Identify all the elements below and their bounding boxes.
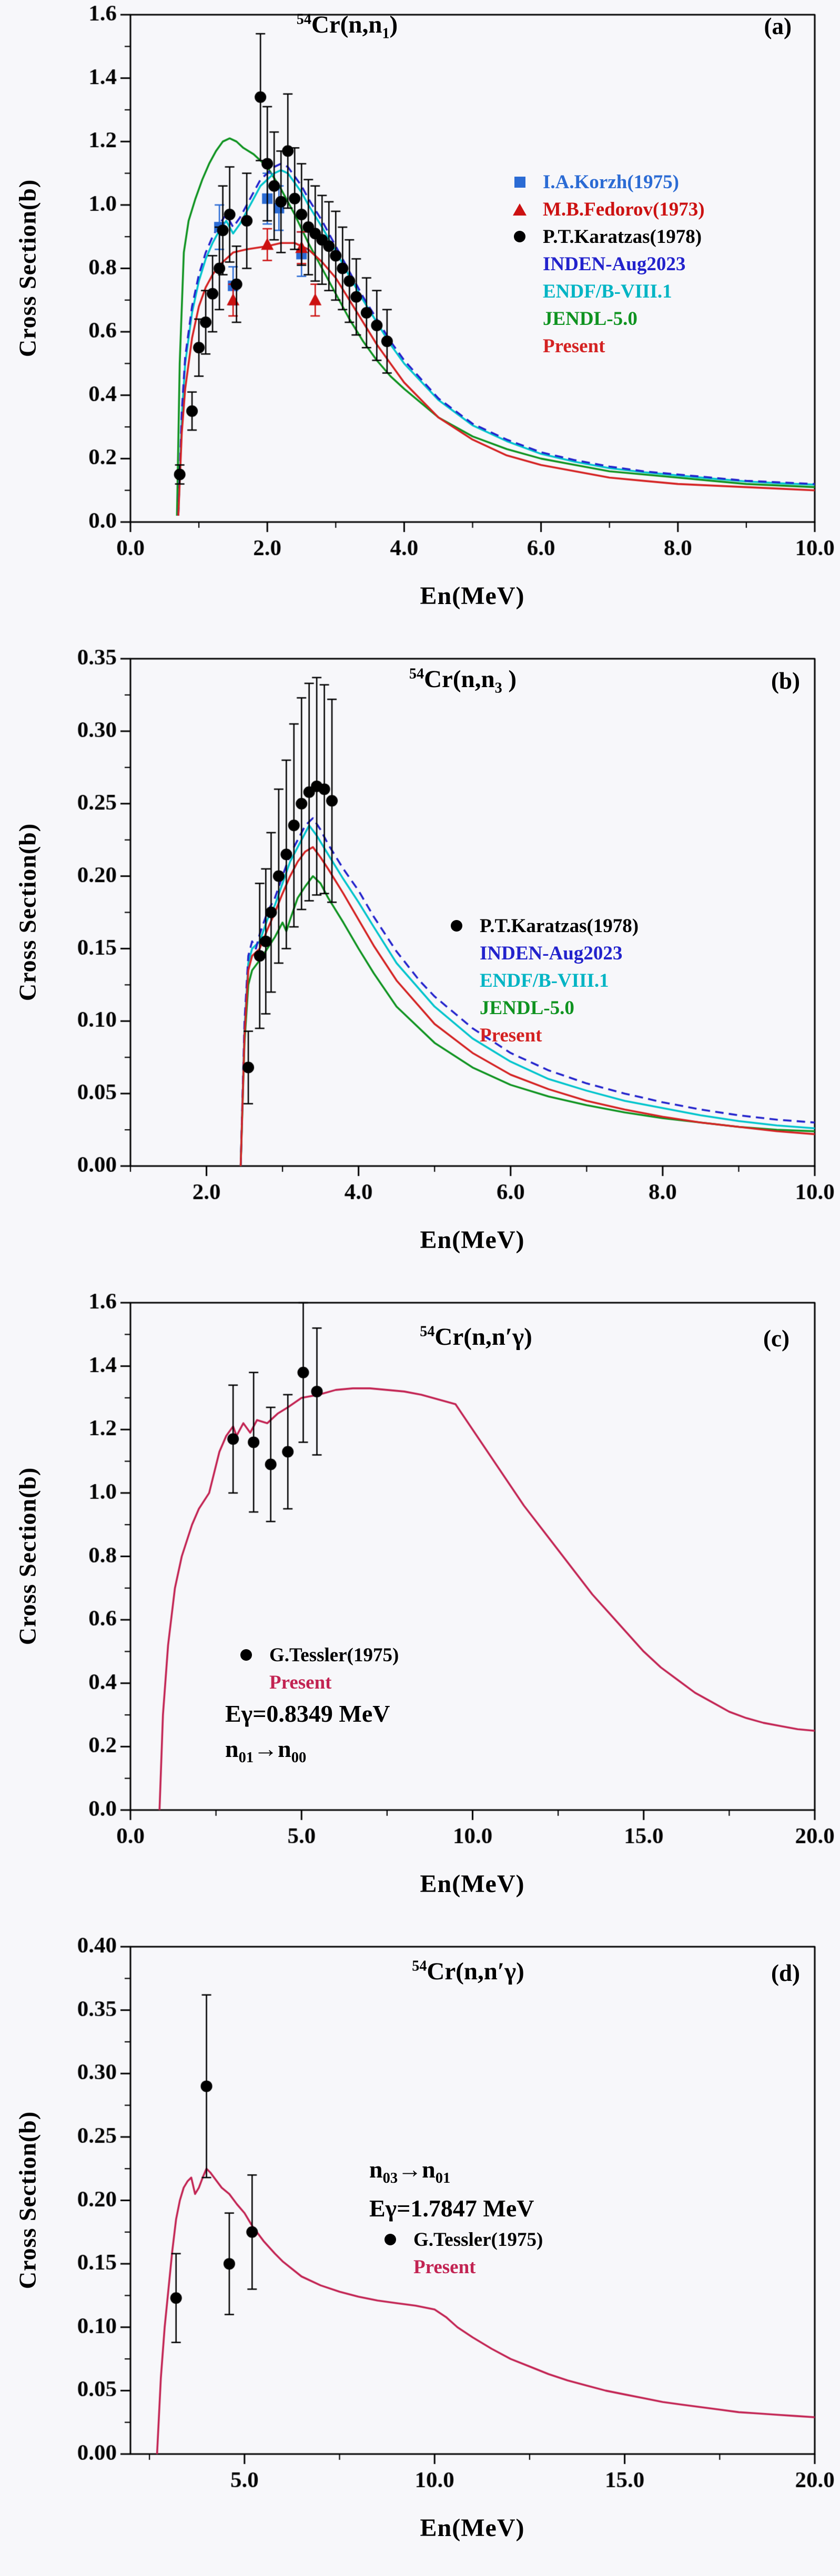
x-axis-label: En(MeV) [420,2514,525,2542]
legend-item: Present [499,332,705,360]
chart-panel-b: Cross Section(b) En(MeV) 54Cr(n,n3 ) (b)… [0,644,840,1288]
annotation-segment: 03 [382,2170,398,2187]
title-main: Cr(n,n [424,666,495,693]
chart-panel-c: Cross Section(b) En(MeV) 54Cr(n,n′γ) (c)… [0,1288,840,1932]
annotation-segment: →n [254,1735,291,1762]
legend-label: ENDF/B-VIII.1 [543,280,672,302]
legend-label: JENDL-5.0 [543,308,637,330]
y-axis-label: Cross Section(b) [14,1467,41,1645]
legend-marker-cell [499,176,541,188]
circle-marker-icon [384,2234,396,2246]
legend-item: M.B.Fedorov(1973) [499,196,705,223]
annotation: Eγ=0.8349 MeV [225,1696,399,1731]
annotation: n03→n01 [369,2152,543,2191]
panel-label: (b) [771,668,800,694]
y-axis-label: Cross Section(b) [14,179,41,357]
legend-item: Present [225,1669,399,1696]
annotation-segment: 01 [435,2170,451,2187]
legend-item: P.T.Karatzas(1978) [499,223,705,250]
legend-item: INDEN-Aug2023 [499,250,705,278]
title-main: Cr(n,n′γ) [434,1323,532,1351]
chart-panel-a: Cross Section(b) En(MeV) 54Cr(n,n1) (a) … [0,0,840,644]
chart-title: 54Cr(n,n3 ) [409,665,517,697]
annotation-segment: Eγ=0.8349 MeV [225,1700,390,1727]
legend: I.A.Korzh(1975) M.B.Fedorov(1973) P.T.Kara… [499,168,705,360]
circle-marker-icon [240,1649,252,1661]
title-superscript: 54 [412,1958,427,1975]
legend-label: G.Tessler(1975) [413,2229,543,2251]
legend-marker-cell [499,231,541,242]
legend-label: Present [269,1671,332,1693]
x-axis-label: En(MeV) [420,582,525,610]
title-main: Cr(n,n′γ) [427,1958,524,1985]
x-axis-label: En(MeV) [420,1226,525,1254]
annotation-segment: 00 [291,1750,307,1766]
plot-canvas-d [0,1932,840,2576]
triangle-marker-icon [513,203,527,216]
legend-item: G.Tessler(1975) [369,2226,543,2253]
chart-title: 54Cr(n,n′γ) [420,1323,532,1354]
legend-item: Present [436,1021,639,1049]
chart-title: 54Cr(n,n1) [297,11,398,42]
legend-item: ENDF/B-VIII.1 [436,967,639,994]
plot-canvas-a [0,0,840,644]
title-subscript: 1 [382,25,390,42]
legend-item: ENDF/B-VIII.1 [499,278,705,305]
legend-label: M.B.Fedorov(1973) [543,198,705,220]
annotation-segment: 01 [238,1750,254,1766]
panel-label: (d) [771,1960,800,1986]
title-superscript: 54 [296,11,311,28]
legend-label: G.Tessler(1975) [269,1644,399,1666]
title-main: Cr(n,n [311,11,382,38]
legend-label: Present [413,2256,476,2278]
title-superscript: 54 [420,1323,435,1340]
legend-label: ENDF/B-VIII.1 [480,969,609,991]
panel-label: (a) [764,13,792,39]
legend-label: JENDL-5.0 [480,997,574,1019]
legend-label: Present [543,335,605,357]
annotation: n01→n00 [225,1731,399,1770]
legend-item: P.T.Karatzas(1978) [436,912,639,939]
legend-marker-cell [499,203,541,216]
x-axis-label: En(MeV) [420,1870,525,1898]
legend-label: INDEN-Aug2023 [543,253,686,275]
annotation-segment: →n [398,2156,436,2183]
title-superscript: 54 [409,666,424,682]
annotation-segment: n [225,1735,239,1762]
legend-item: Present [369,2253,543,2281]
circle-marker-icon [451,920,462,932]
plot-canvas-c [0,1288,840,1932]
legend-item: INDEN-Aug2023 [436,939,639,967]
y-axis-label: Cross Section(b) [14,823,41,1001]
legend-item: JENDL-5.0 [499,305,705,332]
panel-label: (c) [763,1325,790,1352]
legend-marker-cell [369,2234,411,2246]
circle-marker-icon [514,231,525,242]
title-close: ) [502,666,517,693]
legend-label: P.T.Karatzas(1978) [480,915,639,937]
legend: G.Tessler(1975) Present Eγ=0.8349 MeV n01→n… [225,1641,399,1770]
legend: n03→n01 Eγ=1.7847 MeV G.Tessler(1975) Prese… [369,2152,543,2281]
square-marker-icon [514,176,525,188]
chart-title: 54Cr(n,n′γ) [412,1957,524,1989]
legend-label: INDEN-Aug2023 [480,942,623,964]
legend-item: G.Tessler(1975) [225,1641,399,1669]
legend-label: P.T.Karatzas(1978) [543,226,702,248]
plot-canvas-b [0,644,840,1288]
legend-label: Present [480,1024,542,1046]
legend-label: I.A.Korzh(1975) [543,171,679,193]
annotation: Eγ=1.7847 MeV [369,2191,543,2226]
legend: P.T.Karatzas(1978) INDEN-Aug2023 ENDF/B-VI… [436,912,639,1049]
legend-item: I.A.Korzh(1975) [499,168,705,196]
title-close: ) [389,11,398,38]
legend-item: JENDL-5.0 [436,994,639,1021]
annotation-segment: Eγ=1.7847 MeV [369,2195,534,2222]
y-axis-label: Cross Section(b) [14,2111,41,2289]
legend-marker-cell [436,920,478,932]
legend-marker-cell [225,1649,267,1661]
title-subscript: 3 [494,680,502,697]
annotation-segment: n [369,2156,383,2183]
chart-panel-d: Cross Section(b) En(MeV) 54Cr(n,n′γ) (d)… [0,1932,840,2576]
